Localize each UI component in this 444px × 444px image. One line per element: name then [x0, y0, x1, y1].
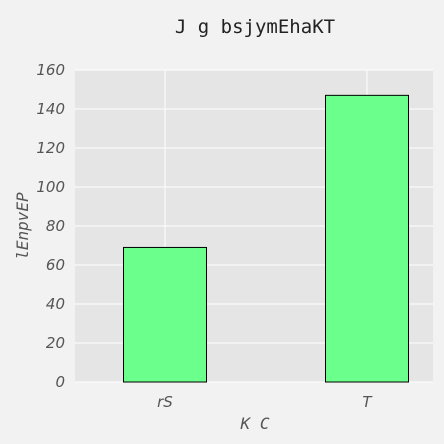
y-tick-label: 160: [36, 61, 65, 79]
bar-rS: [123, 246, 207, 383]
y-axis-ticks: 0 20 40 60 80 100 120 140 160: [36, 61, 65, 391]
chart-title: J g bsjymEhaKT: [175, 16, 335, 38]
x-tick-label: rS: [157, 393, 173, 411]
y-tick-label: 60: [46, 256, 65, 274]
y-tick-label: 0: [55, 373, 65, 391]
bar-T: [325, 94, 409, 383]
bars: [123, 94, 409, 383]
y-axis-label: lEnpvEP: [13, 192, 32, 260]
y-tick-label: 80: [46, 217, 65, 235]
x-axis-label: K C: [240, 414, 270, 433]
y-tick-label: 140: [36, 100, 65, 118]
x-axis-ticks: rS T: [157, 393, 373, 411]
y-tick-label: 20: [46, 334, 65, 352]
y-tick-label: 120: [36, 139, 65, 157]
x-tick-label: T: [362, 393, 373, 411]
y-tick-label: 100: [36, 178, 65, 196]
y-tick-label: 40: [46, 295, 65, 313]
